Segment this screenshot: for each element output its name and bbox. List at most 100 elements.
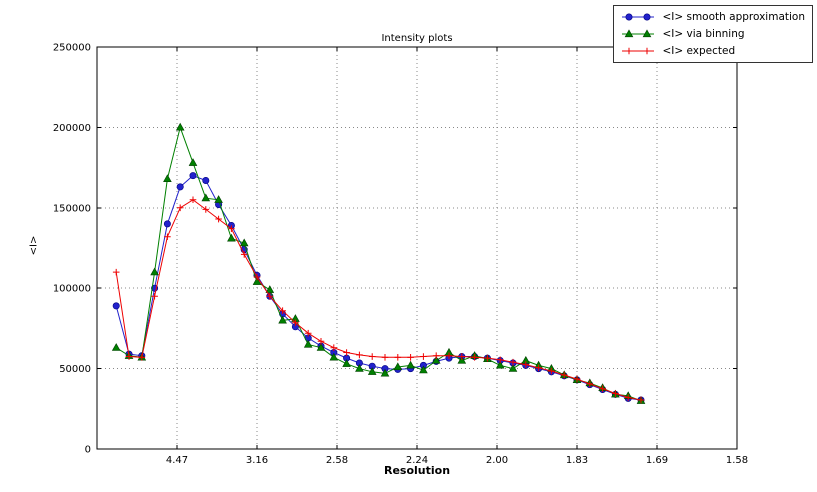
x-tick-label: 2.58 [326,455,348,466]
y-tick-label: 250000 [53,43,91,54]
plus-marker [445,352,453,360]
triangle-marker [342,359,351,367]
triangle-marker [457,355,467,364]
plus-marker [381,354,389,361]
plus-marker [164,233,171,241]
circle-marker [163,220,171,228]
triangle-marker [201,193,211,202]
plus-marker [266,292,274,300]
triangle-marker [214,195,223,203]
plus-marker [560,371,568,379]
triangle-marker [393,362,403,371]
series-binning [111,122,646,404]
x-tick-label: 1.83 [566,455,588,466]
series-line [115,125,642,402]
y-tick-label: 50000 [59,364,91,375]
triangle-marker [406,360,415,369]
y-tick-label: 0 [85,445,91,456]
circle-marker [112,302,120,310]
plus-marker [138,354,146,361]
plus-marker [471,354,478,361]
plus-marker [317,337,325,345]
series-expected [112,196,645,404]
plus-marker [368,353,376,360]
plus-marker [509,358,517,366]
plus-marker [432,352,440,360]
y-tick-label: 200000 [53,123,91,134]
plus-marker [407,354,414,361]
triangle-marker [316,343,326,351]
series-line [115,199,642,401]
triangle-marker [643,29,652,38]
triangle-marker [227,233,236,242]
triangle-marker [239,238,249,247]
triangle-marker [175,122,185,131]
plus-marker [573,375,581,383]
legend-item-smooth: <I> smooth approximation [621,9,805,25]
plus-marker [125,353,133,360]
circle-marker [625,13,633,21]
plus-marker [644,47,651,55]
chart-title: Intensity plots [381,33,453,44]
legend-item-binning: <I> via binning [621,26,805,42]
plus-marker [189,196,197,204]
circle-marker [176,183,184,191]
x-tick-label: 4.47 [166,455,188,466]
plus-marker [548,367,555,375]
plus-marker [458,353,466,360]
x-tick-label: 2.24 [406,455,428,466]
plus-marker [624,394,632,401]
plus-marker [343,349,350,356]
plus-marker [330,344,338,351]
x-tick-label: 1.58 [726,455,748,466]
triangle-marker [380,368,390,377]
plus-marker [176,204,184,212]
x-axis-label: Resolution [383,464,451,477]
plus-marker [228,225,235,233]
plus-marker [279,307,286,315]
plus-marker [394,354,402,361]
triangle-marker [265,285,275,293]
triangle-marker [419,365,428,374]
plus-marker [202,206,210,213]
x-tick-label: 1.69 [646,455,668,466]
plus-marker [522,361,530,368]
plus-marker [215,215,222,223]
triangle-marker [252,277,262,285]
circle-marker [202,176,210,184]
legend-label: <I> via binning [662,28,745,40]
plus-marker [240,251,248,258]
plus-marker [484,354,491,362]
circle-marker [189,172,197,180]
triangle-marker [508,363,518,372]
plus-marker [496,356,504,364]
legend-item-expected: <I> expected [621,43,805,59]
plus-marker [253,273,261,281]
triangle-marker [355,363,364,372]
circle-legend-sample-icon [622,13,655,21]
triangle-marker [303,339,313,348]
plus-marker [637,396,645,404]
triangle-marker [495,360,505,369]
triangle-legend-sample-icon [622,29,655,38]
triangle-marker [431,355,441,364]
plus-marker [599,385,606,392]
triangle-marker [367,367,377,375]
plus-marker [586,380,594,388]
triangle-marker [329,352,339,361]
gridlines [97,46,738,449]
y-axis-label: <I> [28,235,40,256]
plus-marker [112,268,120,276]
triangle-marker [625,29,634,38]
series-line [115,175,642,401]
plus-marker [356,351,363,359]
plus-marker [420,353,427,360]
y-tick-label: 100000 [53,284,91,295]
circle-marker [643,13,651,21]
x-tick-label: 2.00 [486,455,508,466]
triangle-marker [188,158,198,166]
series-smooth [112,172,645,404]
legend: <I> smooth approximation <I> via binning <… [613,5,813,63]
